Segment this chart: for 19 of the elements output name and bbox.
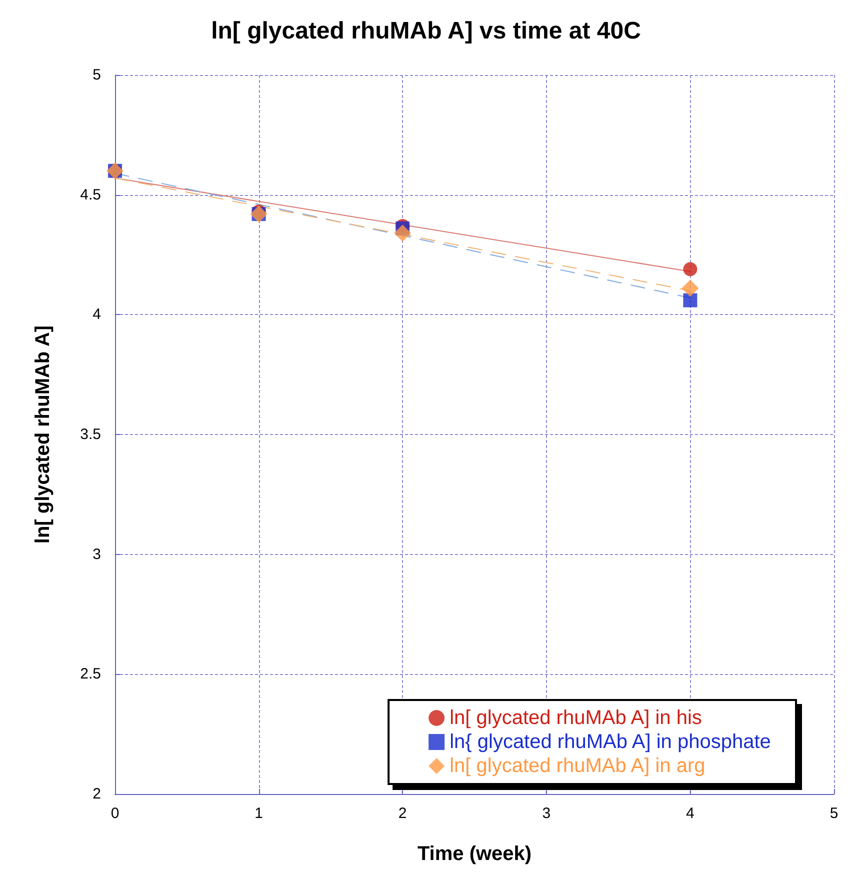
x-tick-label: 0 [110,805,120,822]
y-tick-label: 4 [92,306,101,324]
y-tick-label: 3.5 [80,426,101,443]
x-axis-title: Time (week) [417,843,532,865]
x-tick-label: 1 [254,805,263,822]
chart-title: ln[ glycated rhuMAb A] vs time at 40C [211,18,641,44]
y-tick-label: 2 [92,786,101,802]
x-tick-label: 5 [830,805,838,822]
x-tick-label: 2 [398,805,407,822]
legend-label: ln[ glycated rhuMAb A] in his [450,707,702,729]
y-tick-label: 3 [92,546,101,563]
x-tick-label: 4 [686,805,694,822]
y-tick-label: 2.5 [80,666,101,683]
y-tick-label: 5 [92,66,101,84]
x-tick-label: 3 [542,805,551,822]
y-tick-label: 4.5 [80,186,101,204]
legend-label: ln[ glycated rhuMAb A] in arg [450,755,706,777]
legend-label: ln{ glycated rhuMAb A] in phosphate [450,731,771,753]
y-axis-title: ln[ glycated rhuMAb A] [32,325,54,544]
